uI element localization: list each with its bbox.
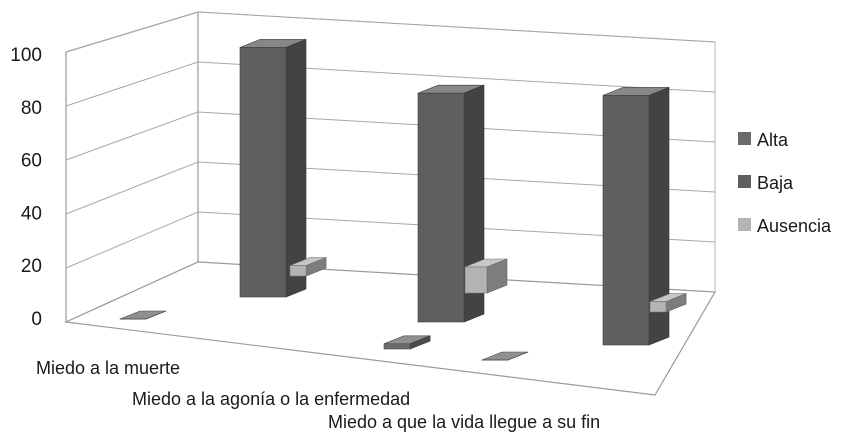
bar [417,84,485,323]
bar-front [649,301,667,313]
legend-swatch [738,218,751,231]
category-label: Miedo a la muerte [36,358,180,378]
legend-swatch [738,175,751,188]
bar [481,351,529,361]
bar [119,310,167,320]
legend-label: Ausencia [757,216,832,236]
category-labels: Miedo a la muerte Miedo a la agonía o la … [36,358,600,432]
bar-front [602,95,650,346]
y-tick-label: 60 [21,151,42,172]
legend-item: Baja [738,173,794,193]
bar-side [285,38,307,298]
legend-swatch [738,132,751,145]
legend: Alta Baja Ausencia [738,130,832,236]
bar-front [464,266,488,294]
gridline [65,161,716,215]
bar [649,293,687,313]
bar [383,335,431,350]
legend-label: Baja [757,173,794,193]
floor [63,261,717,396]
y-tick-label: 100 [10,45,42,66]
category-label: Miedo a la agonía o la enfermedad [132,389,410,409]
gridline [65,211,716,269]
legend-item: Ausencia [738,216,832,236]
bar-side [145,310,167,320]
y-tick-label: 20 [21,256,42,277]
bar-front [383,343,411,350]
bar-front [239,47,287,298]
y-tick-label: 80 [21,98,42,119]
bar-side [507,351,529,361]
y-tick-label: 40 [21,203,42,224]
bar-front [289,265,307,277]
gridline [65,111,716,161]
bar [602,86,670,346]
bar [464,258,508,294]
gridline [65,11,716,53]
bars [119,38,687,361]
bar [239,38,307,298]
y-axis-ticks: 0 20 40 60 80 100 [10,45,42,330]
y-tick-label: 0 [31,309,42,330]
gridline [65,61,716,107]
bar-front [417,92,465,323]
bar [289,257,327,277]
legend-item: Alta [738,130,789,150]
gridlines [65,11,716,269]
legend-label: Alta [757,130,789,150]
category-label: Miedo a que la vida llegue a su fin [328,412,600,432]
